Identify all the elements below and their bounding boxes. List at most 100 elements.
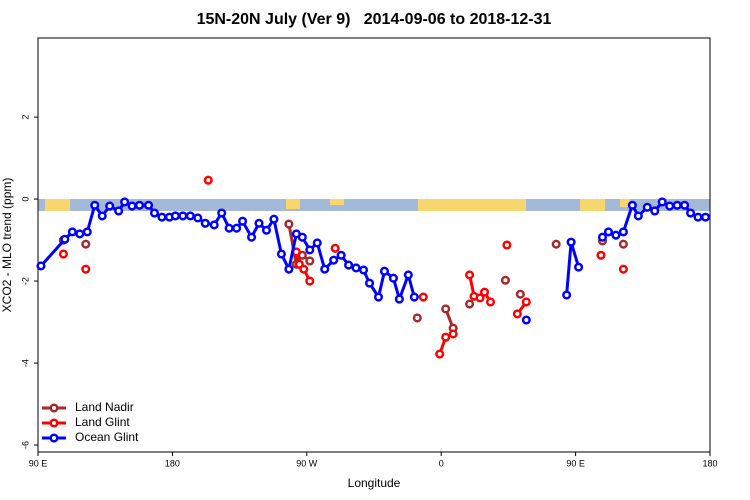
x-tick-label: 180	[702, 458, 717, 468]
data-point	[596, 250, 606, 260]
data-point	[351, 263, 361, 273]
legend-marker	[49, 403, 59, 413]
data-point	[465, 270, 475, 280]
data-point	[203, 175, 213, 185]
x-tick-label: 90 W	[296, 458, 318, 468]
data-point	[134, 200, 145, 210]
data-point	[299, 264, 309, 274]
data-point	[120, 197, 130, 207]
data-point	[178, 211, 188, 221]
data-point	[36, 261, 46, 271]
data-point	[170, 211, 180, 221]
data-point	[329, 255, 339, 265]
data-point	[521, 297, 531, 307]
data-point	[67, 227, 77, 237]
data-point	[412, 313, 422, 323]
legend-label: Ocean Glint	[75, 430, 139, 444]
data-point	[90, 200, 100, 210]
data-point	[680, 200, 690, 210]
data-point	[217, 208, 227, 218]
data-point	[373, 292, 384, 302]
data-point	[611, 230, 621, 240]
data-point	[312, 238, 322, 248]
data-point	[193, 213, 203, 223]
data-point	[336, 250, 346, 260]
y-axis-label: XCO2 - MLO trend (ppm)	[0, 178, 14, 313]
data-point	[657, 197, 667, 207]
data-point	[686, 208, 696, 218]
data-point	[642, 202, 652, 212]
legend-label: Land Nadir	[75, 400, 134, 414]
data-point	[269, 214, 279, 224]
data-point	[305, 276, 315, 286]
data-point	[305, 245, 315, 255]
plot-frame	[37, 37, 711, 453]
data-point	[105, 201, 115, 211]
data-point	[515, 289, 525, 299]
data-point	[320, 264, 330, 274]
data-point	[358, 265, 369, 275]
data-point	[297, 232, 307, 242]
y-tick-label: 2	[20, 115, 30, 120]
data-point	[603, 227, 614, 237]
x-tick-label: 90 E	[29, 458, 48, 468]
data-point	[114, 206, 124, 216]
data-point	[448, 329, 458, 339]
data-point	[562, 290, 572, 300]
data-point	[485, 297, 496, 307]
x-tick-label: 180	[165, 458, 180, 468]
data-point	[232, 223, 242, 233]
data-point	[409, 292, 419, 302]
data-point	[143, 200, 154, 210]
data-point	[418, 292, 428, 302]
data-point	[479, 287, 490, 297]
data-point	[379, 266, 390, 276]
data-point	[475, 293, 485, 303]
data-point	[305, 256, 315, 266]
data-point	[344, 260, 354, 270]
data-point	[246, 232, 257, 242]
data-point	[200, 218, 210, 228]
data-point	[261, 225, 272, 235]
data-point	[574, 262, 584, 272]
data-point	[276, 249, 286, 259]
y-tick-label: -6	[20, 441, 30, 449]
data-point	[512, 309, 522, 319]
data-point	[441, 332, 451, 342]
data-point	[665, 201, 675, 211]
data-point	[97, 211, 107, 221]
data-point	[597, 232, 608, 242]
data-point	[693, 212, 703, 222]
data-point	[81, 239, 91, 249]
data-point	[75, 229, 85, 239]
data-point	[618, 264, 628, 274]
data-point	[149, 208, 160, 218]
data-point	[157, 212, 167, 222]
x-axis-label: Longitude	[348, 476, 401, 490]
data-point	[81, 264, 91, 274]
data-point	[618, 227, 628, 237]
y-tick-label: -2	[20, 277, 30, 285]
x-tick-label: 0	[439, 458, 444, 468]
data-point	[60, 234, 70, 244]
data-point	[82, 227, 92, 237]
data-point	[650, 206, 660, 216]
data-point	[403, 270, 413, 280]
data-point	[465, 299, 475, 309]
data-point	[284, 219, 294, 229]
data-point	[502, 240, 512, 250]
legend-marker	[49, 418, 59, 428]
y-tick-label: 0	[20, 197, 30, 202]
data-point	[500, 275, 510, 285]
map-strip	[38, 199, 710, 211]
data-point	[224, 223, 234, 233]
data-point	[127, 201, 137, 211]
y-tick-label: -4	[20, 359, 30, 367]
data-point	[672, 200, 682, 210]
data-point	[238, 216, 248, 226]
data-point	[551, 239, 561, 249]
data-point	[618, 239, 628, 249]
data-point	[254, 218, 264, 228]
